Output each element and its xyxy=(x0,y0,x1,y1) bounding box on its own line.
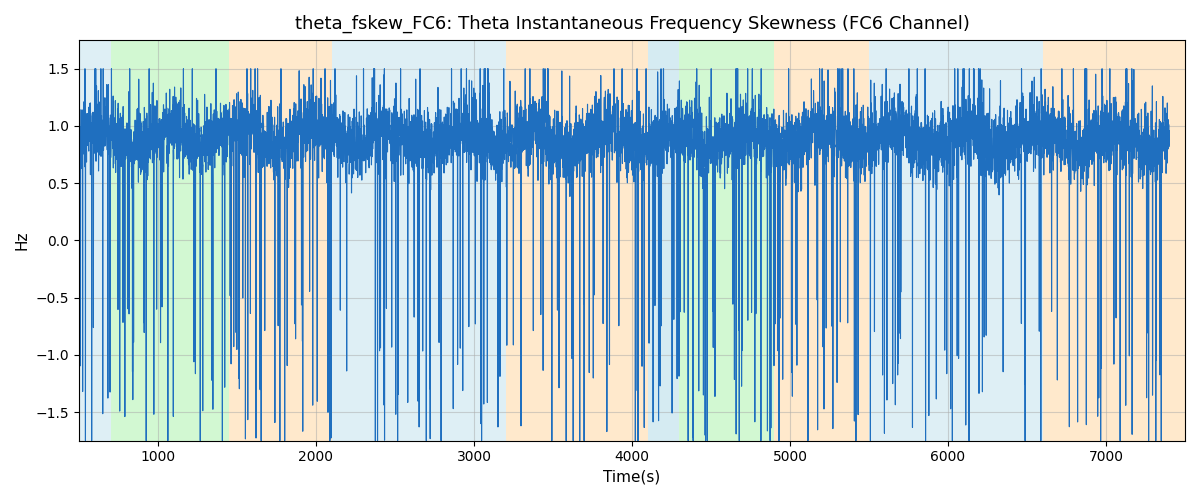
Bar xyxy=(229,40,331,440)
Bar xyxy=(869,40,1043,440)
Bar xyxy=(648,40,679,440)
Bar xyxy=(1043,40,1186,440)
Bar xyxy=(505,40,648,440)
Bar xyxy=(110,40,229,440)
X-axis label: Time(s): Time(s) xyxy=(604,470,660,485)
Bar xyxy=(774,40,869,440)
Bar xyxy=(679,40,774,440)
Bar xyxy=(79,40,110,440)
Bar xyxy=(331,40,505,440)
Y-axis label: Hz: Hz xyxy=(14,230,30,250)
Title: theta_fskew_FC6: Theta Instantaneous Frequency Skewness (FC6 Channel): theta_fskew_FC6: Theta Instantaneous Fre… xyxy=(294,15,970,34)
